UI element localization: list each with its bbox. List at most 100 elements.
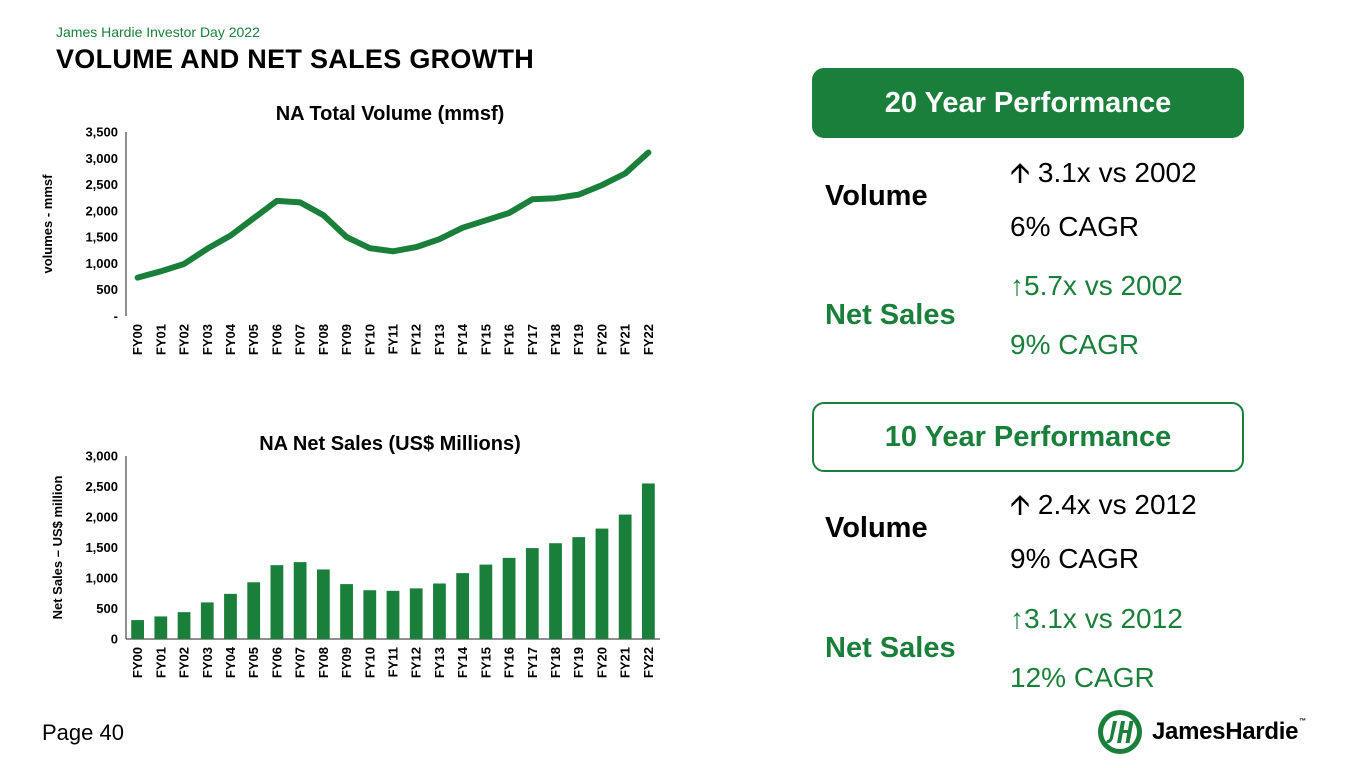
bar [340,584,353,639]
twenty-year-volume-cagr: 6% CAGR [1010,211,1140,242]
y-tick-label: - [114,309,118,324]
x-tick-label: FY16 [502,647,517,678]
ten-year-sales-label: Net Sales [825,632,956,664]
logo-trademark: ™ [1299,718,1306,725]
x-tick-label: FY18 [548,324,563,355]
bar [386,590,400,639]
bar [177,612,191,639]
bar [409,588,423,639]
y-tick-label: 2,500 [85,479,118,494]
x-tick-label: FY04 [223,323,238,355]
twenty-year-sales-cagr: 9% CAGR [1010,329,1140,360]
x-tick-label: FY07 [293,647,308,678]
y-tick-label: 1,000 [85,256,118,271]
x-tick-label: FY05 [246,647,261,678]
x-tick-label: FY02 [177,647,192,678]
bar [479,564,493,639]
x-tick-label: FY21 [618,647,633,678]
page-number: Page 40 [42,720,124,745]
bar [200,602,214,639]
x-tick-label: FY19 [571,647,586,678]
x-tick-label: FY03 [200,324,215,355]
y-tick-label: 500 [96,601,118,616]
x-tick-label: FY00 [130,324,145,355]
x-tick-label: FY12 [409,324,424,355]
bar [572,537,586,639]
bar [247,582,261,639]
bar [642,483,655,639]
x-tick-label: FY17 [525,647,540,678]
x-tick-label: FY18 [548,647,563,678]
bar [549,543,562,639]
jh-logo-icon [1098,710,1142,754]
bar [224,593,237,639]
james-hardie-logo: JamesHardie™ [1096,708,1306,756]
x-tick-label: FY22 [641,324,656,355]
x-tick-label: FY14 [455,323,470,355]
bar [618,514,632,639]
x-tick-label: FY15 [478,647,493,678]
header-kicker: James Hardie Investor Day 2022 [56,24,260,40]
ten-year-volume-cagr: 9% CAGR [1010,543,1140,574]
y-tick-label: 500 [96,282,118,297]
x-tick-label: FY11 [386,324,401,354]
bar [316,569,330,639]
x-tick-label: FY01 [153,647,168,678]
x-tick-label: FY07 [293,324,308,355]
y-tick-label: 1,500 [85,230,118,245]
x-tick-label: FY21 [618,324,633,355]
volume-series-line [134,149,652,281]
x-tick-label: FY20 [594,647,609,678]
x-tick-label: FY01 [153,324,168,355]
x-tick-label: FY22 [641,647,656,678]
x-tick-label: FY00 [130,647,145,678]
bar [270,565,284,639]
volume-line-chart: NA Total Volume (mmsf) volumes - mmsf - 500… [40,103,656,355]
y-tick-label: 3,000 [85,151,118,166]
y-tick-label: 2,500 [85,177,118,192]
bar [456,573,470,639]
y-tick-label: 0 [111,632,118,647]
x-tick-label: FY06 [269,324,284,355]
ten-year-header: 10 Year Performance [812,402,1244,472]
twenty-year-volume-label: Volume [825,180,928,212]
x-tick-label: FY19 [571,324,586,355]
bar [154,616,168,639]
ten-year-volume-multiple: 🡩 2.4x vs 2012 [1010,489,1197,520]
bar [433,583,446,639]
y-axis-label: Net Sales – US$ million [50,476,65,620]
x-tick-label: FY20 [594,324,609,355]
x-tick-label: FY13 [432,647,447,678]
y-tick-label: 2,000 [85,510,118,525]
x-tick-label: FY03 [200,647,215,678]
x-tick-label: FY14 [455,646,470,678]
x-tick-label: FY16 [502,324,517,355]
x-tick-label: FY06 [269,647,284,678]
y-tick-label: 1,000 [85,571,118,586]
page-title: VOLUME AND NET SALES GROWTH [56,44,535,74]
x-tick-label: FY15 [478,324,493,355]
bar [131,620,144,639]
x-tick-label: FY10 [362,324,377,355]
x-tick-label: FY04 [223,646,238,678]
x-tick-label: FY11 [386,647,401,677]
y-tick-label: 1,500 [85,540,118,555]
x-tick-label: FY08 [316,647,331,678]
x-tick-label: FY13 [432,324,447,355]
twenty-year-sales-label: Net Sales [825,299,956,331]
y-tick-label: 2,000 [85,203,118,218]
bar [363,590,377,639]
chart-title: NA Total Volume (mmsf) [276,103,505,125]
logo-text: JamesHardie [1152,718,1299,745]
y-axis-label: volumes - mmsf [40,174,55,274]
twenty-year-sales-multiple: ↑5.7x vs 2002 [1010,270,1183,301]
x-tick-label: FY08 [316,324,331,355]
x-tick-label: FY02 [177,324,192,355]
y-tick-label: 3,500 [85,125,118,140]
bar [595,528,609,639]
x-tick-label: FY09 [339,647,354,678]
net-sales-bar-chart: NA Net Sales (US$ Millions) Net Sales – U… [50,433,660,678]
x-tick-label: FY12 [409,647,424,678]
ten-year-volume-label: Volume [825,512,928,544]
x-tick-label: FY09 [339,324,354,355]
